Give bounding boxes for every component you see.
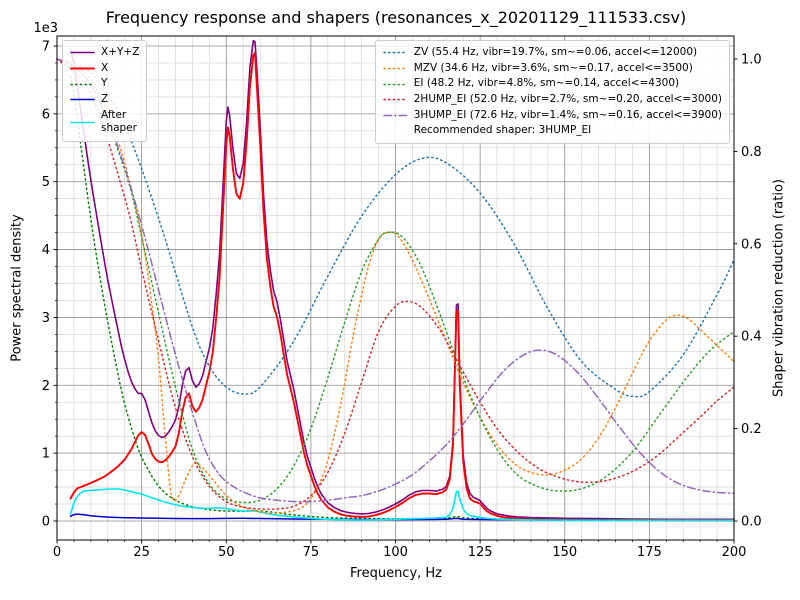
- svg-text:50: 50: [218, 545, 235, 560]
- legend-line-sample: [383, 67, 408, 70]
- legend-item-label: Y: [101, 77, 108, 90]
- svg-text:7: 7: [42, 40, 50, 55]
- shaper-legend: ZV (55.4 Hz, vibr=19.7%, sm~=0.06, accel…: [374, 40, 730, 144]
- y-axis-label-left: Power spectral density: [9, 214, 25, 362]
- svg-text:5: 5: [42, 175, 50, 190]
- svg-text:1.0: 1.0: [741, 53, 762, 68]
- svg-text:6: 6: [42, 107, 50, 122]
- svg-text:0.6: 0.6: [741, 237, 762, 252]
- svg-text:125: 125: [468, 545, 493, 560]
- legend-line-sample: [383, 114, 408, 117]
- legend-line-sample: [70, 67, 95, 70]
- legend-item-label: MZV (34.6 Hz, vibr=3.6%, sm~=0.17, accel…: [413, 61, 693, 74]
- svg-text:100: 100: [383, 545, 408, 560]
- psd-legend: X+Y+Z X Y Z After shaper: [62, 40, 148, 142]
- legend-item-label: After shaper: [101, 108, 138, 135]
- legend-item-label: EI (48.2 Hz, vibr=4.8%, sm~=0.14, accel<…: [413, 77, 680, 90]
- svg-text:150: 150: [552, 545, 577, 560]
- legend-item-label: ZV (55.4 Hz, vibr=19.7%, sm~=0.06, accel…: [413, 46, 698, 58]
- svg-text:1: 1: [42, 447, 50, 462]
- legend-item-xyz: X+Y+Z: [70, 45, 139, 61]
- legend-item-recommended-shaper: Recommended shaper: 3HUMP_EI: [383, 123, 722, 139]
- svg-text:0.4: 0.4: [741, 330, 762, 345]
- legend-item-x: X: [70, 61, 139, 77]
- legend-line-sample: [70, 83, 95, 85]
- legend-line-sample: [70, 52, 95, 54]
- legend-item-ei: EI (48.2 Hz, vibr=4.8%, sm~=0.14, accel<…: [383, 76, 722, 92]
- y-axis-offset-text: 1e3: [33, 21, 58, 36]
- legend-item-3hump-ei: 3HUMP_EI (72.6 Hz, vibr=1.4%, sm~=0.16, …: [383, 108, 722, 124]
- svg-text:75: 75: [303, 545, 320, 560]
- svg-text:175: 175: [637, 545, 662, 560]
- legend-item-2hump-ei: 2HUMP_EI (52.0 Hz, vibr=2.7%, sm~=0.20, …: [383, 92, 722, 108]
- svg-text:2: 2: [42, 379, 50, 394]
- legend-sample-spacer: [383, 131, 408, 132]
- legend-line-sample: [70, 98, 95, 101]
- y-axis-label-right: Shaper vibration reduction (ratio): [771, 179, 787, 397]
- legend-line-sample: [383, 98, 408, 101]
- svg-text:0.2: 0.2: [741, 422, 762, 437]
- legend-item-label: 3HUMP_EI (72.6 Hz, vibr=1.4%, sm~=0.16, …: [413, 108, 722, 121]
- legend-item-mzv: MZV (34.6 Hz, vibr=3.6%, sm~=0.17, accel…: [383, 61, 722, 77]
- legend-line-sample: [383, 52, 408, 54]
- legend-item-label: 2HUMP_EI (52.0 Hz, vibr=2.7%, sm~=0.20, …: [413, 92, 722, 105]
- legend-item-zv: ZV (55.4 Hz, vibr=19.7%, sm~=0.06, accel…: [383, 45, 722, 61]
- svg-text:3: 3: [42, 311, 50, 326]
- legend-item-label: X: [101, 61, 109, 74]
- legend-item-z: Z: [70, 92, 139, 108]
- svg-text:0: 0: [42, 515, 50, 530]
- svg-text:0: 0: [53, 545, 61, 560]
- svg-text:200: 200: [722, 545, 747, 560]
- legend-line-sample: [70, 121, 95, 124]
- svg-text:0.0: 0.0: [741, 515, 762, 530]
- svg-text:4: 4: [42, 243, 50, 258]
- legend-line-sample: [383, 83, 408, 85]
- legend-item-after-shaper: After shaper: [70, 108, 139, 137]
- x-axis-label: Frequency, Hz: [349, 566, 443, 581]
- legend-item-y: Y: [70, 76, 139, 92]
- chart-title: Frequency response and shapers (resonanc…: [105, 8, 687, 27]
- legend-item-label: Z: [101, 92, 109, 105]
- svg-text:0.8: 0.8: [741, 145, 762, 160]
- recommended-shaper-note: Recommended shaper: 3HUMP_EI: [413, 124, 592, 137]
- legend-item-label: X+Y+Z: [101, 46, 140, 58]
- svg-text:25: 25: [133, 545, 150, 560]
